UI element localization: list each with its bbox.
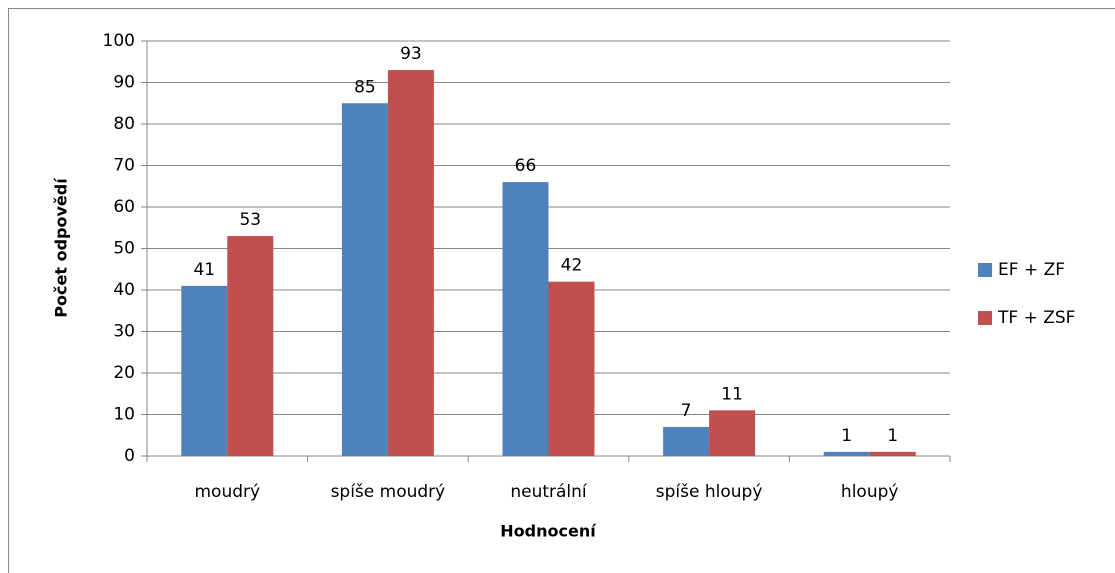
x-tick-label: hloupý	[841, 482, 899, 502]
y-axis-title: Počet odpovědí	[52, 177, 71, 318]
x-tick-label: spíše hloupý	[656, 482, 763, 502]
y-tick-label: 60	[113, 197, 135, 217]
bar	[387, 70, 434, 457]
value-label: 66	[515, 156, 537, 176]
y-tick-label: 40	[113, 280, 135, 300]
x-tick-label: moudrý	[195, 482, 261, 502]
bar	[181, 285, 228, 456]
chart-border	[8, 8, 1115, 573]
bar	[709, 410, 756, 456]
x-tick-label: spíše moudrý	[331, 482, 446, 502]
legend-label: TF + ZSF	[997, 308, 1075, 328]
value-label: 11	[721, 384, 743, 404]
legend-swatch	[978, 263, 992, 277]
value-label: 85	[354, 77, 376, 97]
value-label: 41	[193, 260, 215, 280]
y-tick-label: 30	[113, 322, 135, 342]
value-label: 93	[400, 44, 422, 64]
bar	[869, 451, 916, 456]
y-tick-label: 80	[113, 114, 135, 134]
y-tick-label: 10	[113, 405, 135, 425]
legend-label: EF + ZF	[998, 260, 1065, 280]
bar	[502, 182, 549, 456]
value-label: 1	[887, 426, 898, 446]
bar	[548, 281, 595, 456]
y-tick-label: 90	[113, 73, 135, 93]
y-tick-label: 100	[103, 31, 135, 51]
y-tick-label: 70	[113, 156, 135, 176]
value-label: 53	[239, 210, 261, 230]
x-axis-title: Hodnocení	[500, 522, 597, 541]
bar	[663, 426, 710, 456]
x-tick-label: neutrální	[510, 482, 588, 502]
bar	[823, 451, 870, 456]
bar	[341, 103, 388, 456]
y-tick-label: 20	[113, 363, 135, 383]
legend-swatch	[978, 311, 992, 325]
value-label: 7	[681, 401, 692, 421]
y-tick-label: 0	[124, 446, 135, 466]
value-label: 42	[561, 256, 583, 276]
bar	[227, 236, 274, 456]
value-label: 1	[841, 426, 852, 446]
y-tick-label: 50	[113, 239, 135, 259]
